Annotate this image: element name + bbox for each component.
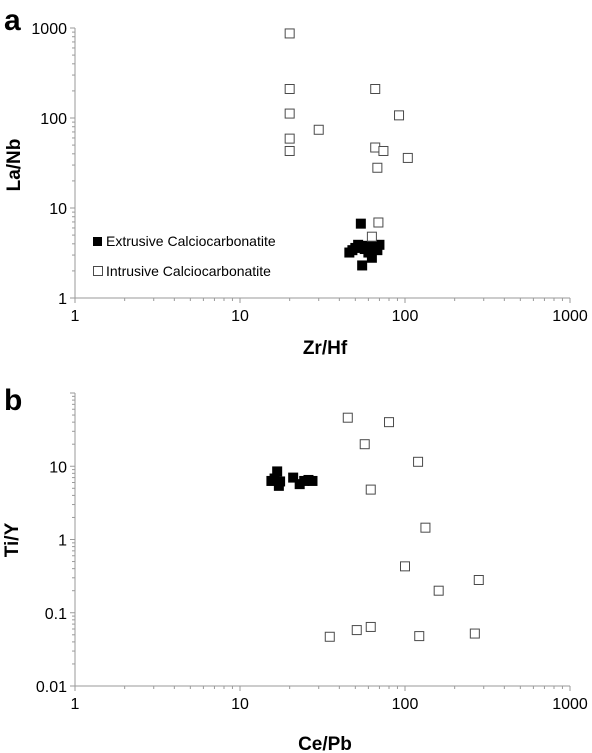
y-tick-label: 10: [49, 459, 67, 476]
panel-a-axes: 1 10 100 1000 1 10 100 1000: [31, 21, 587, 325]
extrusive-data-point: [357, 260, 368, 271]
intrusive-data-point: [469, 628, 480, 639]
panel-b-axes: 1 10 100 1000 0.01 0.1 1 10: [36, 392, 588, 713]
panel-b-letter: b: [4, 384, 22, 417]
intrusive-data-point: [342, 412, 353, 423]
x-tick-label: 10: [231, 308, 249, 325]
x-tick-label: 1: [71, 696, 80, 713]
x-tick-label: 100: [392, 696, 419, 713]
panel-a-x-axis-title: Zr/Hf: [303, 338, 348, 359]
intrusive-data-point: [433, 585, 444, 596]
extrusive-data-point: [374, 239, 385, 250]
legend-open-square-marker: [93, 266, 103, 276]
y-tick-label: 1: [58, 533, 67, 550]
intrusive-data-point: [313, 124, 324, 135]
intrusive-data-point: [402, 152, 413, 163]
x-tick-label: 1000: [552, 308, 588, 325]
y-tick-label: 1: [58, 291, 67, 308]
extrusive-data-point: [307, 475, 318, 486]
legend-label-extrusive: Extrusive Calciocarbonatite: [106, 233, 276, 249]
intrusive-data-point: [413, 456, 424, 467]
panel-a-letter: a: [4, 4, 21, 37]
intrusive-data-point: [284, 28, 295, 39]
panel-a: a 1 10 100 1000 1 10 100 1000 Zr/Hf La/Nb Extru…: [4, 4, 588, 359]
intrusive-data-point: [284, 84, 295, 95]
intrusive-data-point: [351, 625, 362, 636]
panel-a-y-axis-title: La/Nb: [4, 139, 25, 192]
intrusive-data-point: [284, 133, 295, 144]
y-tick-label: 1000: [31, 21, 67, 38]
x-tick-label: 100: [392, 308, 419, 325]
legend-filled-square-marker: [93, 237, 102, 246]
extrusive-data-point: [288, 472, 299, 483]
extrusive-data-point: [272, 466, 283, 477]
intrusive-data-point: [284, 108, 295, 119]
extrusive-data-point: [353, 239, 364, 250]
panel-b-y-axis-title: Ti/Y: [2, 522, 23, 557]
y-tick-label: 0.1: [45, 606, 67, 623]
panel-a-markers: [284, 28, 413, 271]
x-tick-label: 10: [231, 696, 249, 713]
extrusive-data-point: [372, 245, 383, 256]
panel-b-x-axis-title: Ce/Pb: [298, 734, 352, 753]
intrusive-data-point: [370, 142, 381, 153]
intrusive-data-point: [400, 561, 410, 572]
y-tick-label: 0.01: [36, 679, 67, 696]
intrusive-data-point: [365, 621, 376, 632]
extrusive-data-point: [355, 218, 366, 229]
y-tick-label: 10: [49, 201, 67, 218]
intrusive-data-point: [420, 522, 431, 533]
intrusive-data-point: [284, 145, 295, 156]
intrusive-data-point: [384, 417, 395, 428]
intrusive-data-point: [373, 217, 384, 228]
intrusive-data-point: [366, 231, 377, 242]
x-tick-label: 1000: [552, 696, 588, 713]
panel-b-markers: [266, 412, 484, 642]
intrusive-data-point: [378, 145, 389, 156]
extrusive-data-point: [366, 252, 377, 263]
x-tick-label: 1: [71, 308, 80, 325]
intrusive-data-point: [372, 162, 383, 173]
y-tick-label: 100: [40, 111, 67, 128]
intrusive-data-point: [473, 574, 484, 585]
intrusive-data-point: [370, 84, 381, 95]
extrusive-data-point: [269, 473, 280, 484]
extrusive-data-point: [275, 476, 286, 487]
legend-label-intrusive: Intrusive Calciocarbonatite: [106, 263, 271, 279]
panel-a-legend: Extrusive Calciocarbonatite Intrusive Ca…: [93, 233, 276, 279]
intrusive-data-point: [394, 110, 405, 121]
intrusive-data-point: [414, 631, 425, 642]
intrusive-data-point: [324, 631, 335, 642]
intrusive-data-point: [359, 439, 370, 450]
intrusive-data-point: [365, 484, 376, 495]
panel-b: b 1 10 100 1000 0.01 0.1 1 10 Ce/Pb Ti/Y: [2, 384, 588, 753]
